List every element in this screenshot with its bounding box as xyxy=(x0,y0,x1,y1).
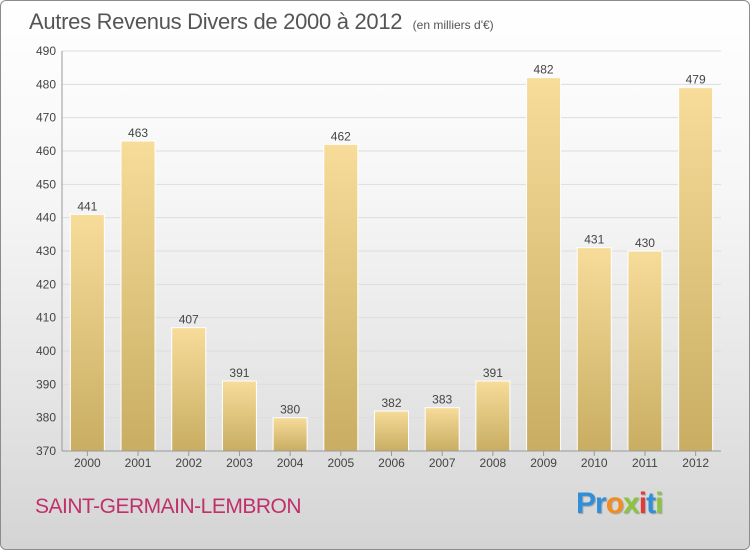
data-label: 431 xyxy=(584,233,604,247)
gridlines xyxy=(62,50,721,419)
proxiti-logo: Proxiti xyxy=(576,487,663,521)
data-label: 407 xyxy=(179,313,199,327)
y-tick-label: 450 xyxy=(36,177,56,191)
x-tick-label: 2011 xyxy=(632,456,658,470)
chart-subtitle: (en milliers d'€) xyxy=(412,18,494,32)
bar xyxy=(627,250,663,452)
x-tick-label: 2007 xyxy=(429,456,456,470)
data-label: 479 xyxy=(686,73,706,87)
logo-letter: t xyxy=(646,487,656,520)
logo-letter: i xyxy=(655,487,663,520)
y-tick-label: 400 xyxy=(36,344,56,358)
y-tick-label: 390 xyxy=(36,377,56,391)
y-tick-label: 440 xyxy=(36,211,56,225)
bar xyxy=(171,327,207,452)
x-tick-label: 2012 xyxy=(682,456,709,470)
commune-name: SAINT-GERMAIN-LEMBRON xyxy=(35,495,302,518)
bar xyxy=(678,87,714,452)
x-tick-label: 2005 xyxy=(327,456,354,470)
y-tick-label: 410 xyxy=(36,311,56,325)
bar xyxy=(576,247,612,452)
x-tick-label: 2006 xyxy=(378,456,405,470)
logo-letter: P xyxy=(576,487,596,520)
axes xyxy=(61,51,721,456)
y-tick-label: 430 xyxy=(36,244,56,258)
data-label: 383 xyxy=(432,393,452,407)
bar xyxy=(526,77,562,452)
title-row: Autres Revenus Divers de 2000 à 2012 (en… xyxy=(29,9,494,35)
data-label: 391 xyxy=(229,366,249,380)
x-tick-label: 2000 xyxy=(74,456,101,470)
data-label: 463 xyxy=(128,126,148,140)
bar xyxy=(323,143,359,452)
x-tick-label: 2008 xyxy=(480,456,507,470)
x-tick-label: 2001 xyxy=(125,456,152,470)
x-tick-labels: 2000 2001 2002 2003 2004 2005 2006 2007 2008 2009… xyxy=(74,456,709,470)
logo-letter: r xyxy=(595,487,607,520)
x-tick-label: 2003 xyxy=(226,456,253,470)
bar xyxy=(120,140,156,452)
y-tick-labels: 370 380 390 400 410 420 430 440 450 460 470 480 490 xyxy=(36,44,56,458)
bar xyxy=(272,417,308,452)
bar xyxy=(221,380,257,452)
logo-letter: x xyxy=(623,487,640,520)
logo-letter: o xyxy=(605,487,624,520)
y-tick-label: 480 xyxy=(36,77,56,91)
y-tick-label: 420 xyxy=(36,277,56,291)
data-label: 462 xyxy=(331,129,351,143)
y-tick-label: 470 xyxy=(36,111,56,125)
x-tick-label: 2004 xyxy=(277,456,304,470)
bar xyxy=(374,410,409,452)
x-tick-label: 2002 xyxy=(175,456,202,470)
bars xyxy=(69,77,714,452)
chart-title: Autres Revenus Divers de 2000 à 2012 xyxy=(29,9,403,34)
data-label: 441 xyxy=(77,199,97,213)
data-label: 380 xyxy=(280,403,300,417)
bar xyxy=(69,213,105,452)
bar xyxy=(475,380,511,452)
data-label: 430 xyxy=(635,236,655,250)
y-tick-label: 380 xyxy=(36,411,56,425)
data-labels: 441 463 407 391 380 462 382 383 391 482 431 430 479 xyxy=(77,63,706,417)
bar xyxy=(424,407,460,452)
x-tick-label: 2010 xyxy=(581,456,608,470)
x-tick-label: 2009 xyxy=(530,456,557,470)
y-tick-label: 370 xyxy=(36,444,56,458)
y-tick-label: 490 xyxy=(36,44,56,58)
y-tick-label: 460 xyxy=(36,144,56,158)
data-label: 382 xyxy=(381,396,401,410)
data-label: 482 xyxy=(534,63,554,77)
logo-letter: i xyxy=(638,487,647,520)
data-label: 391 xyxy=(483,366,503,380)
